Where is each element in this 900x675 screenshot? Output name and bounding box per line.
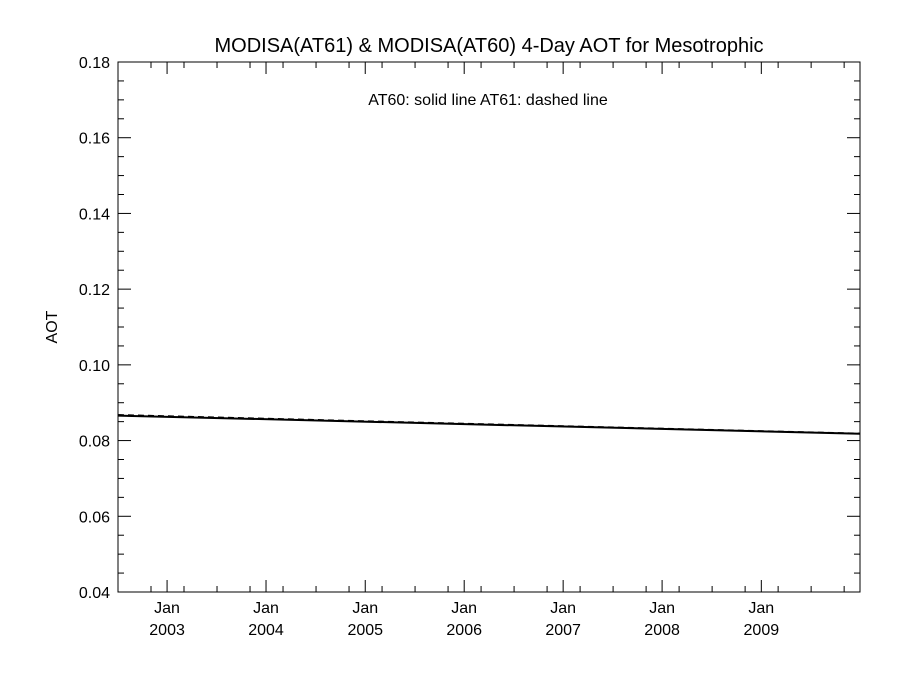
y-tick-label: 0.10: [79, 358, 110, 375]
y-tick-label: 0.04: [79, 585, 110, 602]
axis-ticks: [117, 61, 860, 593]
series-layer: [117, 414, 861, 435]
x-tick-month: Jan: [352, 600, 378, 617]
plot-frame: [117, 61, 861, 593]
chart-title: MODISA(AT61) & MODISA(AT60) 4-Day AOT fo…: [214, 35, 763, 57]
y-tick-label: 0.08: [79, 434, 110, 451]
x-tick-month: Jan: [550, 600, 576, 617]
x-tick-year: 2009: [744, 622, 780, 639]
x-tick-year: 2006: [446, 622, 482, 639]
x-tick-month: Jan: [649, 600, 675, 617]
y-tick-label: 0.12: [79, 282, 110, 299]
x-tick-month: Jan: [451, 600, 477, 617]
tick-labels: 0.04 0.06 0.08 0.10 0.12 0.14 0.16 0.18 Jan 2003 J…: [79, 55, 779, 639]
y-tick-label: 0.16: [79, 131, 110, 148]
x-tick-year: 2008: [644, 622, 680, 639]
x-tick-year: 2005: [347, 622, 383, 639]
at61-series-line: [117, 414, 861, 435]
x-tick-year: 2004: [248, 622, 284, 639]
x-tick-year: 2003: [149, 622, 185, 639]
x-tick-month: Jan: [154, 600, 180, 617]
x-tick-year: 2007: [545, 622, 581, 639]
x-tick-month: Jan: [253, 600, 279, 617]
y-axis-label: AOT: [44, 310, 61, 343]
y-tick-label: 0.18: [79, 55, 110, 72]
x-tick-month: Jan: [748, 600, 774, 617]
legend-annotation: AT60: solid line AT61: dashed line: [368, 92, 608, 109]
y-tick-label: 0.14: [79, 206, 110, 223]
y-tick-label: 0.06: [79, 509, 110, 526]
